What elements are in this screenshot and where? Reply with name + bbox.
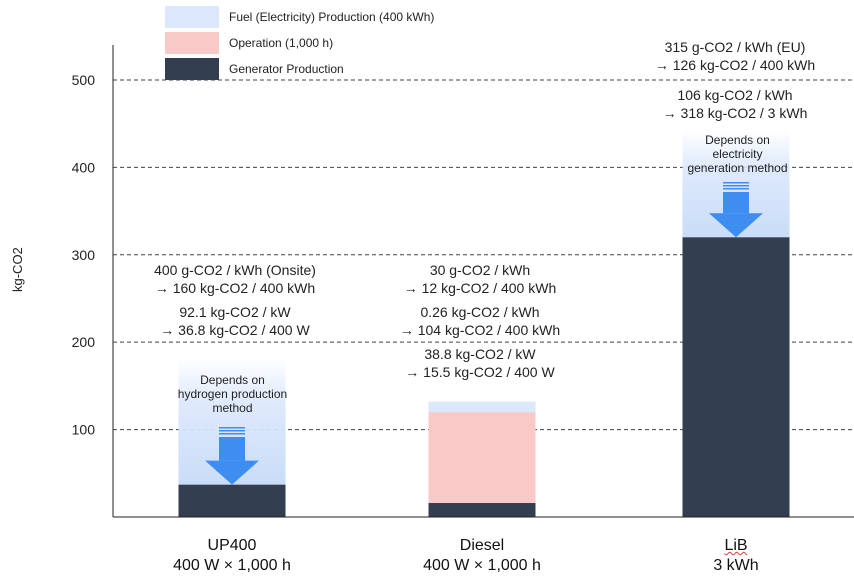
note-line: Depends on xyxy=(200,373,265,387)
down-arrow-icon-up400-stripe xyxy=(219,433,245,435)
x-tick-sublabel: 3 kWh xyxy=(713,557,759,574)
legend-swatch-operation xyxy=(165,32,219,54)
legend: Fuel (Electricity) Production (400 kWh) … xyxy=(165,4,434,82)
x-category-lib: LiB 3 kWh xyxy=(636,536,836,576)
down-arrow-icon-up400-shaft xyxy=(219,437,245,461)
x-tick-label: LiB xyxy=(636,536,836,556)
bar-up400-generator xyxy=(178,484,286,517)
annotation-line: → 12 kg-CO2 / 400 kWh xyxy=(403,280,557,296)
y-tick-label: 200 xyxy=(72,334,96,350)
annotation-diesel: 30 g-CO2 / kWh → 12 kg-CO2 / 400 kWh 0.2… xyxy=(375,261,585,381)
annotation-line: → 104 kg-CO2 / 400 kWh xyxy=(399,322,561,338)
x-tick-sublabel: 400 W × 1,000 h xyxy=(173,557,291,574)
x-tick-label-text: LiB xyxy=(724,537,748,554)
y-tick-label: 100 xyxy=(72,422,96,438)
legend-swatch-generator xyxy=(165,58,219,80)
annotation-line: → 160 kg-CO2 / 400 kWh xyxy=(154,280,316,296)
note-line: hydrogen production xyxy=(177,387,288,401)
down-arrow-icon-lib-head xyxy=(709,213,763,238)
note-line: Depends on xyxy=(705,133,770,147)
legend-label-operation: Operation (1,000 h) xyxy=(229,36,334,50)
note-up400: Depends on hydrogen production method xyxy=(165,373,300,415)
down-arrow-icon-lib-stripe xyxy=(723,185,749,187)
annotation-line: 400 g-CO2 / kWh (Onsite) xyxy=(154,262,316,278)
x-tick-label: Diesel xyxy=(459,537,505,554)
annotation-lib-lower: 106 kg-CO2 / kWh → 318 kg-CO2 / 3 kWh xyxy=(630,86,840,122)
y-tick-label: 400 xyxy=(72,159,96,175)
annotation-line: 30 g-CO2 / kWh xyxy=(429,262,531,278)
annotation-lib-upper: 315 g-CO2 / kWh (EU) → 126 kg-CO2 / 400 … xyxy=(630,38,840,74)
legend-label-fuel: Fuel (Electricity) Production (400 kWh) xyxy=(229,10,435,24)
bar-diesel-operation xyxy=(428,412,536,504)
note-line: generation method xyxy=(687,161,788,175)
down-arrow-icon-up400-stripe xyxy=(219,430,245,432)
y-axis-label: kg-CO2 xyxy=(10,247,25,292)
legend-item-operation: Operation (1,000 h) xyxy=(165,30,434,56)
annotation-up400: 400 g-CO2 / kWh (Onsite) → 160 kg-CO2 / … xyxy=(130,261,340,339)
y-tick-label: 500 xyxy=(72,72,96,88)
note-line: method xyxy=(212,401,253,415)
bar-diesel-generator xyxy=(428,503,536,517)
legend-label-generator: Generator Production xyxy=(229,62,344,76)
annotation-line: → 36.8 kg-CO2 / 400 W xyxy=(160,322,310,338)
annotation-line: → 15.5 kg-CO2 / 400 W xyxy=(405,364,555,380)
legend-swatch-fuel xyxy=(165,6,219,28)
down-arrow-icon-up400-head xyxy=(205,460,259,485)
annotation-line: 0.26 kg-CO2 / kWh xyxy=(420,304,540,320)
y-tick-label: 300 xyxy=(72,247,96,263)
down-arrow-icon-lib-shaft xyxy=(723,192,749,214)
annotation-line: → 126 kg-CO2 / 400 kWh xyxy=(654,57,816,73)
x-tick-label: UP400 xyxy=(207,537,257,554)
bar-diesel-fuel xyxy=(428,401,536,413)
annotation-line: 315 g-CO2 / kWh (EU) xyxy=(664,39,806,55)
annotation-line: 38.8 kg-CO2 / kW xyxy=(424,346,536,362)
x-category-up400: UP400 400 W × 1,000 h xyxy=(132,536,332,576)
down-arrow-icon-lib-stripe xyxy=(723,188,749,190)
x-tick-sublabel: 400 W × 1,000 h xyxy=(423,557,541,574)
legend-item-fuel: Fuel (Electricity) Production (400 kWh) xyxy=(165,4,434,30)
annotation-line: 92.1 kg-CO2 / kW xyxy=(179,304,291,320)
x-category-diesel: Diesel 400 W × 1,000 h xyxy=(382,536,582,576)
bar-lib-generator xyxy=(682,237,790,517)
annotation-line: → 318 kg-CO2 / 3 kWh xyxy=(662,105,808,121)
note-lib: Depends on electricity generation method xyxy=(670,133,805,175)
annotation-line: 106 kg-CO2 / kWh xyxy=(677,87,793,103)
down-arrow-icon-up400-stripe xyxy=(219,427,245,429)
note-line: electricity xyxy=(712,147,763,161)
legend-item-generator: Generator Production xyxy=(165,56,434,82)
down-arrow-icon-lib-stripe xyxy=(723,182,749,184)
